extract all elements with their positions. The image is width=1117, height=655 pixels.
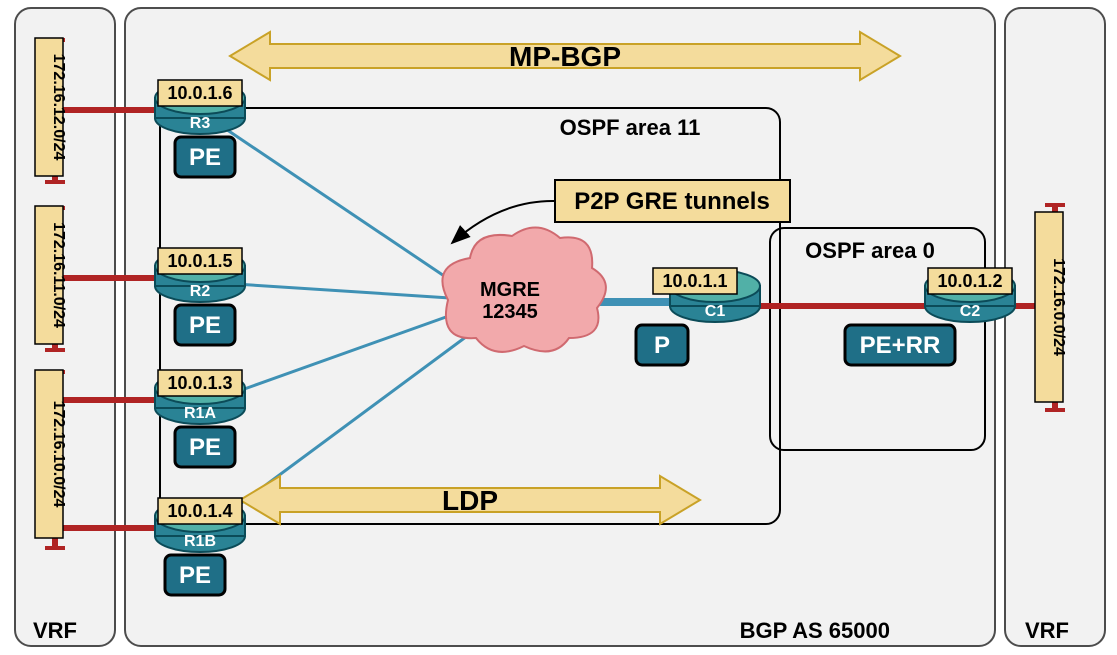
router-r3-ip: 10.0.1.6 <box>167 83 232 103</box>
router-r3-role: PE <box>189 144 221 171</box>
router-c1-role: P <box>654 332 670 359</box>
mgre-label1: MGRE <box>480 279 540 301</box>
router-r2-ip: 10.0.1.5 <box>167 251 232 271</box>
ldp-label: LDP <box>442 485 498 516</box>
router-r3-name: R3 <box>190 115 211 132</box>
mpbgp-label: MP-BGP <box>509 41 621 72</box>
router-c1-name: C1 <box>705 303 726 320</box>
router-r2-role: PE <box>189 312 221 339</box>
router-r1b-ip: 10.0.1.4 <box>167 501 232 521</box>
vrf-net-11: 172.16.11.0/24 <box>50 222 67 328</box>
router-r2-name: R2 <box>190 283 211 300</box>
ospf-area-11-label: OSPF area 11 <box>560 115 701 140</box>
router-c2-role: PE+RR <box>860 332 941 359</box>
router-r1b-name: R1B <box>184 533 216 550</box>
router-c1-ip: 10.0.1.1 <box>662 271 727 291</box>
router-r1a-ip: 10.0.1.3 <box>167 373 232 393</box>
p2p-gre-label: P2P GRE tunnels <box>574 188 770 215</box>
bgp-as-label: BGP AS 65000 <box>740 618 890 643</box>
vrf-net-10: 172.16.10.0/24 <box>50 401 67 508</box>
ospf-area-0-label: OSPF area 0 <box>805 238 935 263</box>
vrf-left-label: VRF <box>33 618 77 643</box>
vrf-right-label: VRF <box>1025 618 1069 643</box>
router-r1b-role: PE <box>179 562 211 589</box>
vrf-net-12: 172.16.12.0/24 <box>50 54 67 161</box>
vrf-net-0: 172.16.0.0/24 <box>1050 258 1067 356</box>
mgre-label2: 12345 <box>482 301 538 323</box>
router-r1a-name: R1A <box>184 405 216 422</box>
router-c2-name: C2 <box>960 303 981 320</box>
router-c2-ip: 10.0.1.2 <box>937 271 1002 291</box>
router-r1a-role: PE <box>189 434 221 461</box>
